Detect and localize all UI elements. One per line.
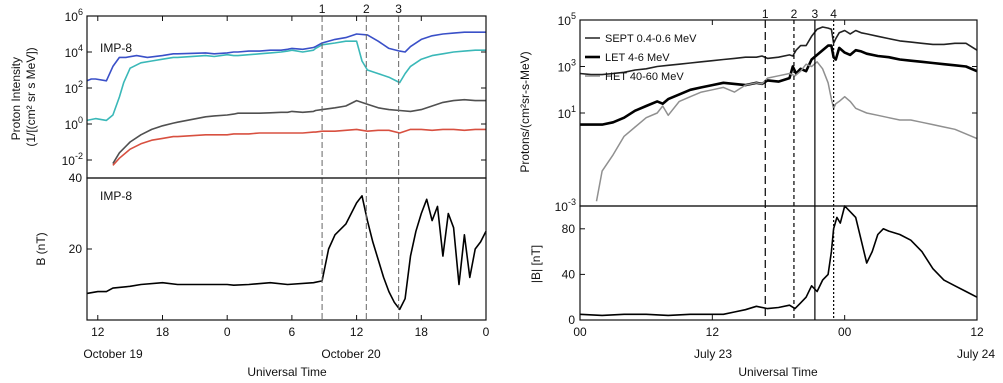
right-bottom-ylabel: |B| [nT] [529, 245, 543, 283]
left-xtick-label: 0 [483, 325, 490, 339]
left-b-field-line [86, 195, 487, 311]
left-top-ytick-label: 102 [65, 79, 83, 96]
right-date-label-1: July 23 [694, 347, 732, 361]
right-legend: SEPT 0.4-0.6 MeV LET 4-6 MeV HET 40-60 M… [585, 33, 697, 83]
left-top-ytick-label: 100 [65, 115, 83, 132]
right-xtick-label: 12 [970, 325, 984, 339]
left-xtick-label: 12 [91, 325, 105, 339]
right-bottom-ytick-label: 80 [562, 222, 576, 236]
right-xtick-label: 00 [573, 325, 587, 339]
left-top-series-2 [112, 98, 486, 165]
left-bottom-line [86, 195, 487, 311]
left-event-label-2: 2 [363, 2, 370, 16]
right-bottom-ytick-label: 40 [562, 267, 576, 281]
right-top-frame [579, 19, 978, 207]
left-bottom-frame [86, 177, 487, 321]
left-bottom-ytick-label: 40 [69, 171, 83, 185]
right-event-label-2: 2 [791, 7, 798, 21]
right-b-field-line [579, 205, 978, 317]
left-event-label-3: 3 [395, 2, 402, 16]
right-top-series-0 [579, 26, 978, 76]
left-event-label-1: 1 [319, 2, 326, 16]
right-top-ytick-label: 10-3 [555, 197, 576, 214]
left-bottom-panel-label: IMP-8 [100, 189, 132, 203]
right-top-lines [579, 26, 978, 202]
right-top-ytick-label: 101 [558, 104, 576, 121]
left-top-series-0 [86, 31, 486, 82]
left-top-series-3 [112, 128, 486, 166]
right-event-label-1: 1 [762, 7, 769, 21]
legend-label-sept: SEPT 0.4-0.6 MeV [605, 33, 697, 45]
left-top-series-1 [86, 40, 486, 122]
right-top-ylabel: Protons/(cm²sr-s-MeV) [518, 51, 532, 172]
legend-label-let: LET 4-6 MeV [605, 52, 670, 64]
right-top-series-1 [580, 44, 978, 126]
right-event-label-3: 3 [812, 7, 819, 21]
right-top-ytick-label: 103 [558, 58, 576, 75]
right-xlabel: Universal Time [738, 365, 818, 379]
left-date-label-1: October 19 [83, 347, 143, 361]
left-event-lines: 1 2 3 [319, 2, 402, 320]
left-xtick-label: 18 [415, 325, 429, 339]
left-xtick-label: 12 [350, 325, 364, 339]
right-date-label-2: July 24 [957, 347, 995, 361]
right-bottom-ytick-label: 0 [568, 313, 575, 327]
left-top-ylabel: Proton Intensity (1/[(cm² sr s MeV]) [9, 47, 38, 146]
left-xtick-label: 6 [289, 325, 296, 339]
right-bottom-frame [579, 205, 978, 321]
right-xtick-label: 12 [706, 325, 720, 339]
left-ticks: 10-2 100 102 104 106 20 40 12 18 0 6 12 18 0 [62, 7, 490, 339]
left-top-ytick-label: 104 [65, 43, 83, 60]
right-top-ytick-label: 105 [558, 11, 576, 28]
right-bottom-line [579, 205, 978, 317]
left-bottom-ylabel: B (nT) [34, 232, 48, 265]
right-event-label-4: 4 [830, 7, 837, 21]
left-top-ylabel-line2: (1/[(cm² sr s MeV]) [24, 47, 38, 146]
legend-label-het: HET 40-60 MeV [605, 71, 684, 83]
left-xtick-label: 0 [224, 325, 231, 339]
left-xtick-label: 18 [156, 325, 170, 339]
left-top-frame [86, 15, 487, 179]
left-bottom-ytick-label: 20 [69, 242, 83, 256]
left-date-label-2: October 20 [321, 347, 381, 361]
left-top-ylabel-line1: Proton Intensity [9, 57, 23, 140]
left-top-lines [86, 31, 486, 166]
right-xtick-label: 00 [838, 325, 852, 339]
left-top-panel-label: IMP-8 [100, 41, 132, 55]
left-top-ytick-label: 10-2 [62, 151, 83, 168]
left-xlabel: Universal Time [247, 365, 327, 379]
left-top-ytick-label: 106 [65, 7, 83, 24]
right-top-series-2 [595, 61, 978, 202]
